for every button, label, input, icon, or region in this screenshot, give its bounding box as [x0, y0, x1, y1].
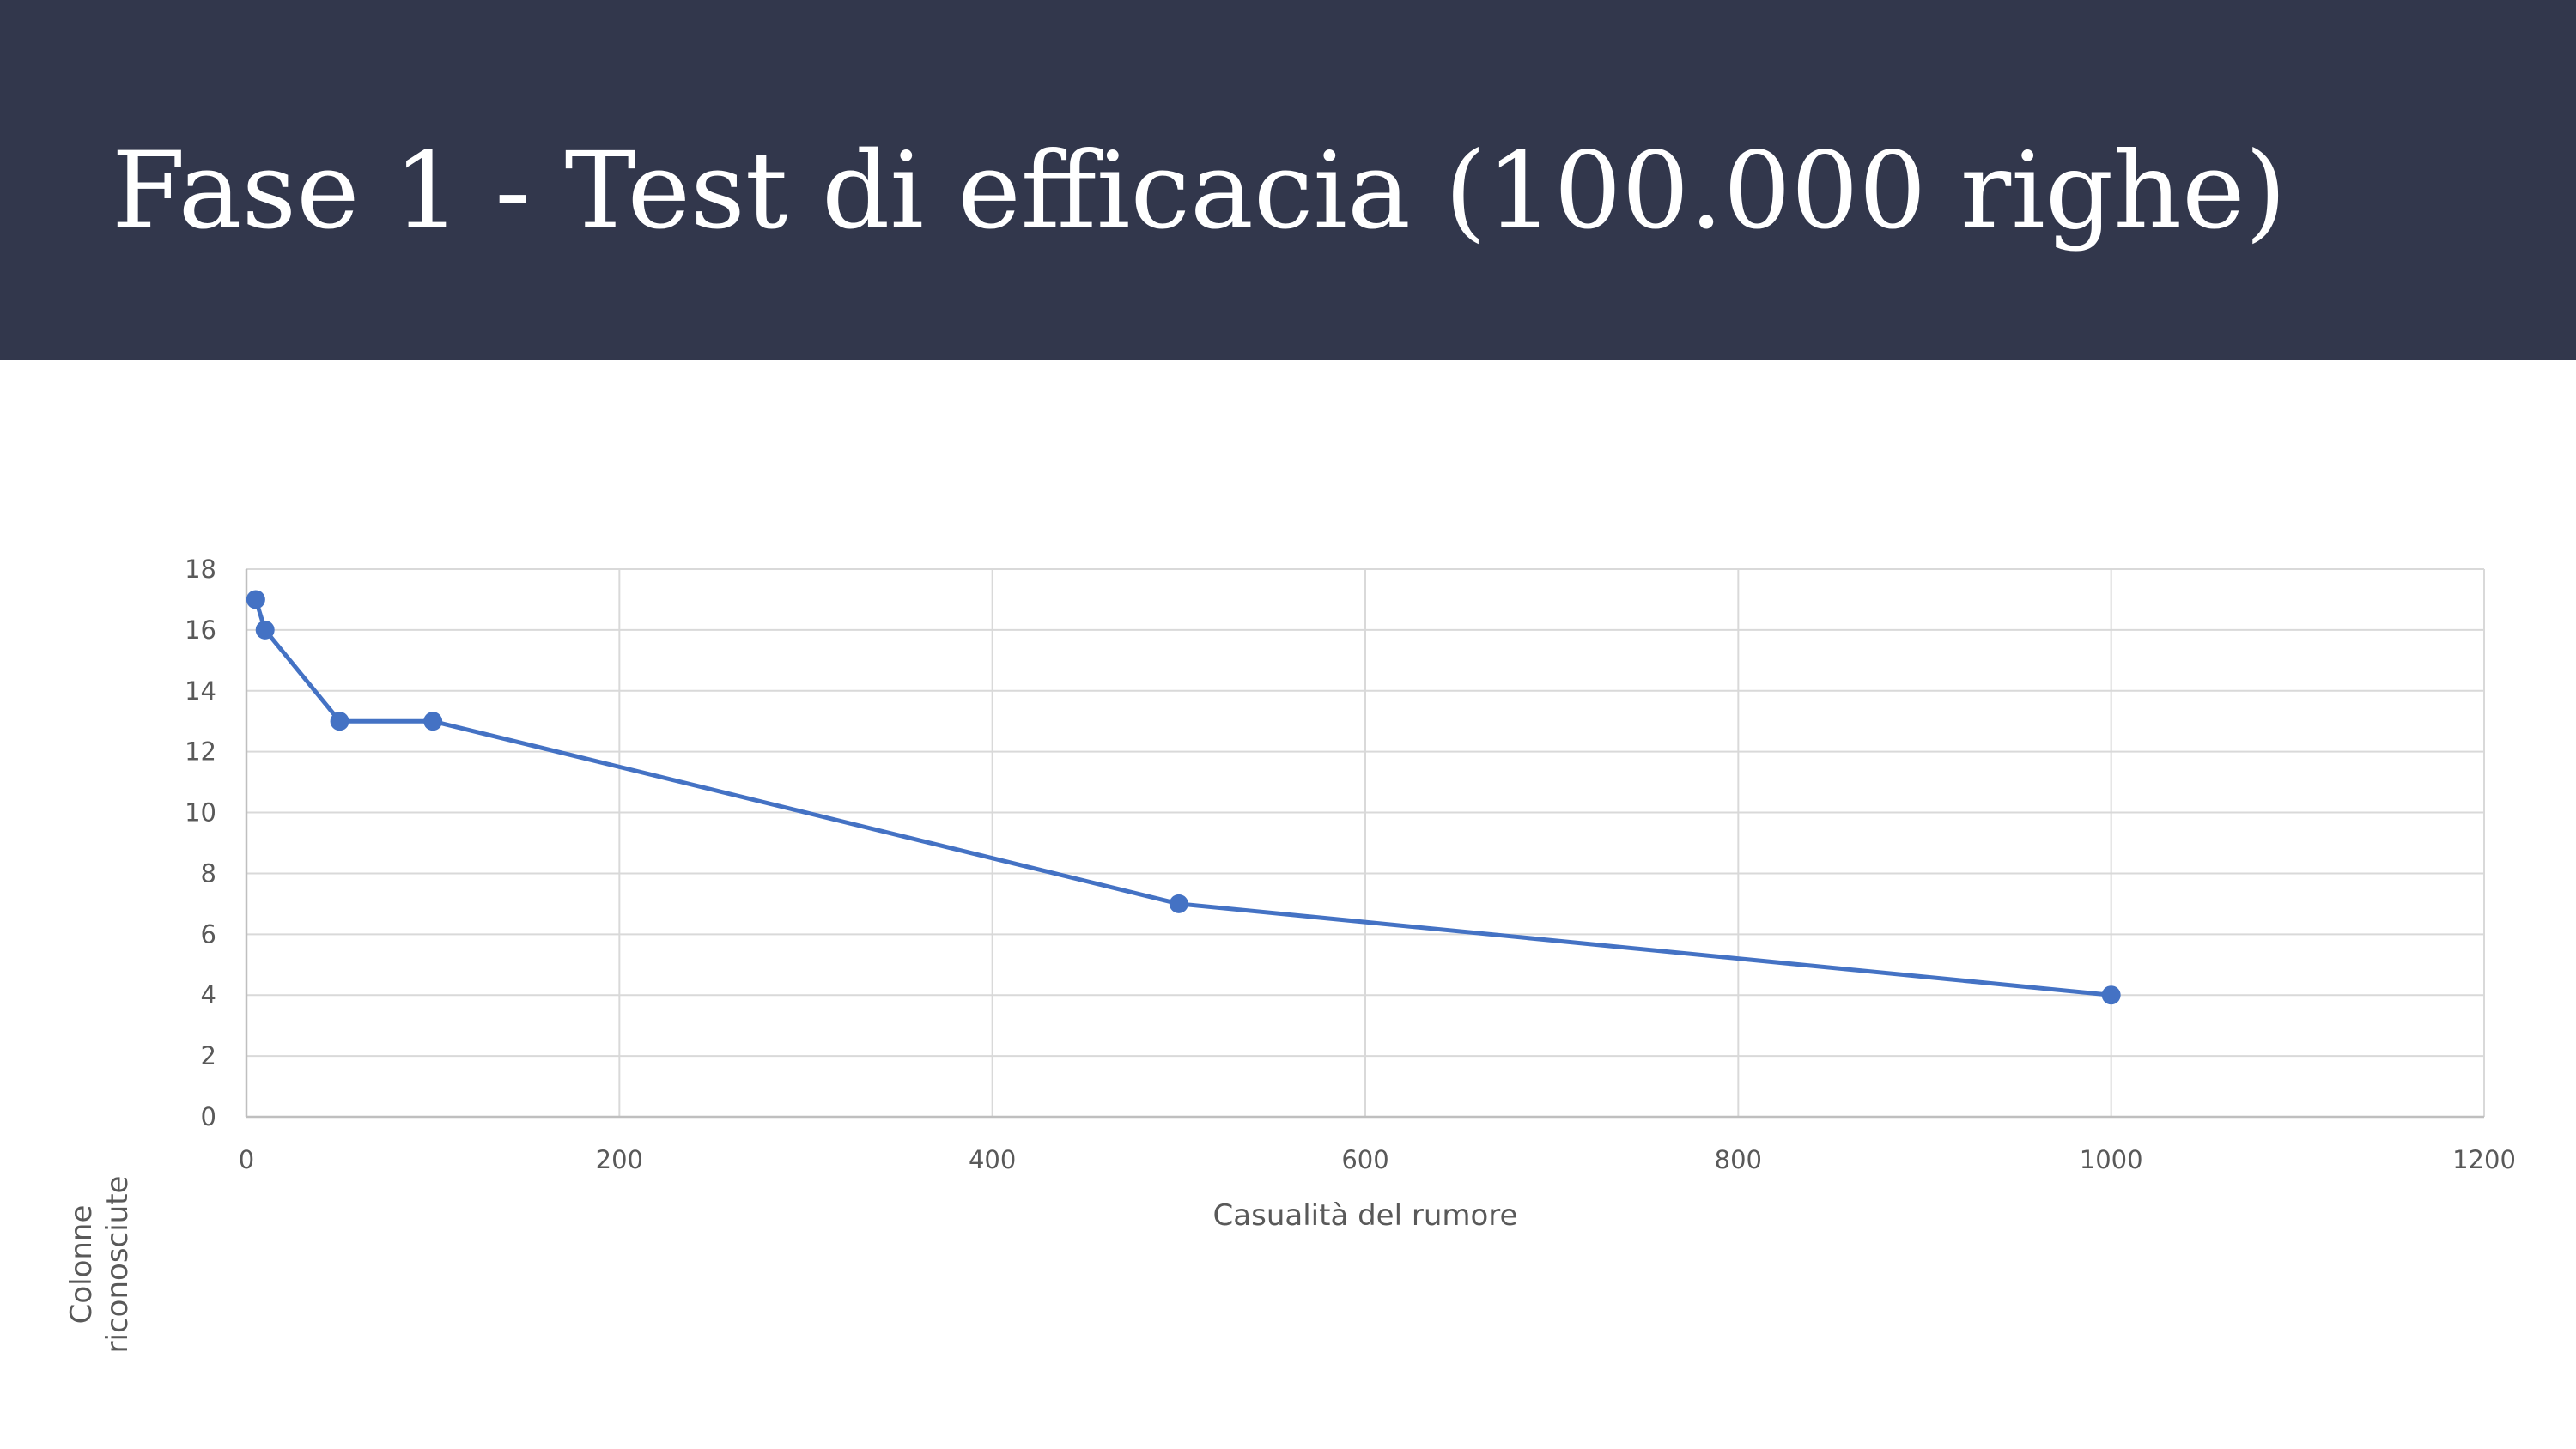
data-point	[1169, 894, 1188, 913]
x-tick-label: 400	[969, 1145, 1016, 1174]
data-point	[330, 712, 349, 731]
x-tick-label: 1000	[2080, 1145, 2143, 1174]
title-bar: Fase 1 - Test di efficacia (100.000 righ…	[0, 0, 2576, 360]
line-chart: 0 2 4 6 8 10 12 14 16 18 0 200 400 600 800 1000 1200 Ca…	[64, 555, 2516, 1354]
series-line	[253, 597, 2114, 997]
data-point	[255, 620, 275, 640]
y-tick-label: 0	[201, 1102, 216, 1131]
y-tick-label: 10	[185, 798, 216, 828]
x-tick-label: 200	[596, 1145, 643, 1174]
y-tick-label: 4	[201, 980, 216, 1009]
data-points	[246, 590, 2121, 1005]
data-point	[246, 590, 265, 609]
y-tick-label: 16	[185, 615, 216, 645]
slide-title: Fase 1 - Test di efficacia (100.000 righ…	[112, 130, 2287, 253]
y-axis-tick-labels: 0 2 4 6 8 10 12 14 16 18	[185, 555, 216, 1131]
y-tick-label: 18	[185, 555, 216, 584]
y-axis-title: Colonne riconosciute	[64, 1176, 135, 1354]
x-axis-title: Casualità del rumore	[1213, 1198, 1518, 1233]
x-tick-label: 0	[239, 1145, 254, 1174]
chart-area: 0 2 4 6 8 10 12 14 16 18 0 200 400 600 800 1000 1200 Ca…	[0, 360, 2576, 1449]
y-tick-label: 12	[185, 737, 216, 767]
y-tick-label: 14	[185, 676, 216, 706]
y-tick-label: 2	[201, 1041, 216, 1070]
series	[253, 597, 2114, 997]
gridlines	[246, 568, 2485, 1117]
x-tick-label: 600	[1341, 1145, 1388, 1174]
y-axis-title-line-1: Colonne	[64, 1205, 99, 1325]
x-tick-label: 800	[1715, 1145, 1762, 1174]
y-tick-label: 6	[201, 919, 216, 949]
x-tick-label: 1200	[2452, 1145, 2516, 1174]
data-point	[423, 712, 443, 731]
x-axis-tick-labels: 0 200 400 600 800 1000 1200	[239, 1145, 2516, 1174]
axes	[245, 569, 2484, 1119]
y-axis-title-line-2: riconosciute	[100, 1176, 135, 1354]
y-tick-label: 8	[201, 858, 216, 888]
data-point	[2101, 985, 2121, 1005]
